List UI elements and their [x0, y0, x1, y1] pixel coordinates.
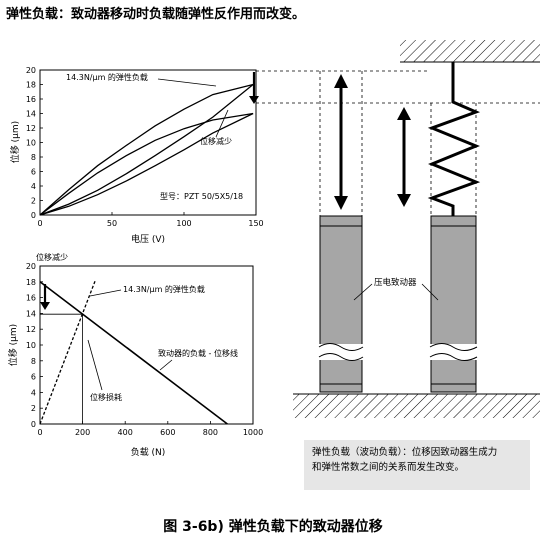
- c2-xtick-label: 1000: [243, 428, 263, 437]
- chart1-reduction-label: 位移减少: [200, 136, 232, 146]
- actuator-label-pointer-left: [353, 283, 373, 301]
- chart1-ylabel: 位移 (μm): [9, 121, 21, 163]
- c2-ytick-label: 14: [26, 309, 36, 318]
- chart2-loadline-pointer: [159, 359, 173, 371]
- chart2-loss-label: 位移损耗: [90, 392, 122, 402]
- c2-xtick-label: 800: [203, 428, 218, 437]
- chart1-x-ticks: 0 50 100 150: [37, 212, 264, 228]
- c2-series-1: [39, 281, 228, 425]
- voltage-displacement-chart: 0 2 4 6 8 10 12 14 16 18 20 0 50 100 150 位移 (μm) 电压 (…: [9, 66, 264, 245]
- chart2-xlabel: 负载 (N): [131, 446, 166, 458]
- note-line-2: 和弹性常数之间的关系而发生改变。: [312, 462, 465, 473]
- c1-ytick-label: 0: [31, 211, 36, 220]
- chart1-reduction-arrow-head: [249, 96, 259, 104]
- c1-ytick-label: 14: [26, 110, 36, 119]
- chart1-stiffness-pointer: [157, 78, 217, 87]
- figure-caption: 图 3-6b) 弹性负载下的致动器位移: [163, 519, 383, 535]
- chart2-stiffness-pointer: [89, 289, 122, 297]
- chart2-series: [39, 279, 228, 425]
- c1-ytick-label: 4: [31, 182, 36, 191]
- c2-ytick-label: 12: [26, 325, 36, 334]
- c2-ytick-label: 2: [31, 404, 36, 413]
- c1-series-2: [39, 83, 254, 216]
- spring-icon: [427, 62, 481, 216]
- chart2-loss-pointer: [87, 339, 103, 391]
- c1-ytick-label: 18: [26, 81, 36, 90]
- chart2-loadline-label: 致动器的负载 - 位移线: [158, 348, 238, 358]
- free-stroke-double-arrow: [334, 74, 348, 210]
- chart1-stiffness-label: 14.3N/μm 的弹性负载: [66, 72, 148, 82]
- page-title: 弹性负载：致动器移动时负载随弹性反作用而改变。: [6, 7, 306, 22]
- chart1-y-ticks: 0 2 4 6 8 10 12 14 16 18 20: [26, 66, 43, 220]
- c1-ytick-label: 2: [31, 197, 36, 206]
- chart2-x-ticks: 0 200 400 600 800 1000: [37, 421, 263, 437]
- c2-ytick-label: 20: [26, 262, 36, 271]
- actuator-spring-loaded: [429, 215, 478, 393]
- chart2-ylabel: 位移 (μm): [7, 324, 19, 366]
- c2-ytick-label: 18: [26, 278, 36, 287]
- elastic-load-note: 弹性负载（波动负载）：位移因致动器生成力 和弹性常数之间的关系而发生改变。: [304, 440, 530, 490]
- c1-ytick-label: 6: [31, 168, 36, 177]
- actuator-free: [318, 215, 364, 393]
- top-fixed-wall: [400, 40, 540, 62]
- c2-xtick-label: 200: [75, 428, 90, 437]
- c2-ytick-label: 10: [26, 341, 36, 350]
- c1-series-3: [39, 112, 254, 216]
- c2-xtick-label: 600: [160, 428, 175, 437]
- c2-ytick-label: 6: [31, 373, 36, 382]
- chart1-series: [39, 83, 254, 216]
- actuator-label: 压电致动器: [374, 277, 417, 288]
- chart2-guides: [40, 313, 83, 424]
- c1-xtick-label: 0: [37, 219, 42, 228]
- c2-ytick-label: 16: [26, 294, 36, 303]
- c2-series-2: [39, 279, 97, 425]
- chart2-reduction-arrow-head: [40, 302, 50, 310]
- actuator-label-pointer-right: [421, 283, 439, 301]
- c1-xtick-label: 150: [248, 219, 263, 228]
- projection-guides: [256, 70, 540, 218]
- chart2-y-ticks: 0 2 4 6 8 10 12 14 16 18 20: [26, 262, 43, 429]
- c2-xtick-label: 400: [118, 428, 133, 437]
- c2-xtick-label: 0: [37, 428, 42, 437]
- chart2-stiffness-label: 14.3N/μm 的弹性负载: [123, 284, 205, 294]
- c2-ytick-label: 0: [31, 420, 36, 429]
- c1-xtick-label: 50: [107, 219, 117, 228]
- c2-ytick-label: 8: [31, 357, 36, 366]
- ground-base: [293, 394, 540, 418]
- c1-xtick-label: 100: [176, 219, 191, 228]
- c2-ytick-label: 4: [31, 388, 36, 397]
- c1-ytick-label: 12: [26, 124, 36, 133]
- c1-ytick-label: 16: [26, 95, 36, 104]
- chart1-reduction-pointer: [215, 109, 229, 138]
- c1-ytick-label: 8: [31, 153, 36, 162]
- spring-stroke-double-arrow: [397, 107, 411, 207]
- chart1-xlabel: 电压 (V): [131, 233, 165, 245]
- chart1-model-label: 型号：PZT 50/5X5/18: [160, 192, 243, 201]
- c1-series-4: [39, 112, 254, 216]
- load-displacement-chart: 0 2 4 6 8 10 12 14 16 18 20 0 200 400 600 800 1000 位移 (…: [7, 252, 263, 458]
- chart2-reduction-label: 位移减少: [36, 252, 68, 262]
- c1-ytick-label: 10: [26, 139, 36, 148]
- c1-ytick-label: 20: [26, 66, 36, 75]
- note-line-1: 弹性负载（波动负载）：位移因致动器生成力: [312, 447, 498, 458]
- c1-series-1: [39, 83, 254, 216]
